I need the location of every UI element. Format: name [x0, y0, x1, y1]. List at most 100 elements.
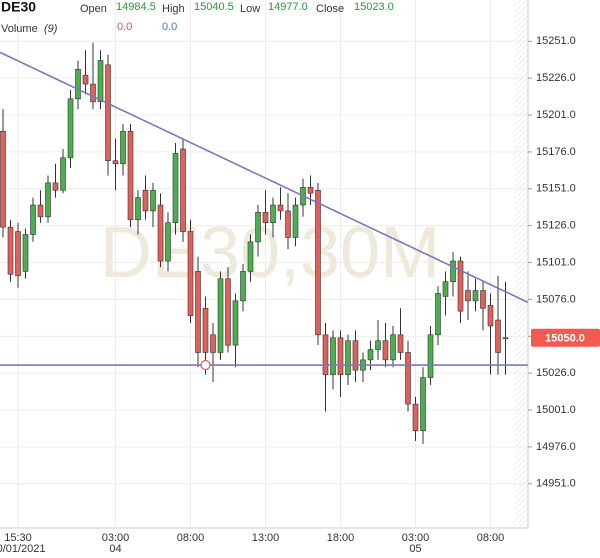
candle-body [345, 340, 351, 375]
x-date-label: 04 [109, 543, 121, 555]
y-tick-label: 15101.0 [536, 256, 576, 268]
volume-label: Volume [1, 23, 38, 35]
x-tick-label: 13:00 [252, 532, 280, 544]
candle-body [217, 278, 224, 353]
x-date-label: 05 [409, 543, 421, 555]
candle-body [67, 98, 74, 159]
volume-b: 0.0 [162, 21, 177, 33]
candle-body [390, 334, 396, 361]
candle-body [75, 69, 81, 100]
high-label: High [162, 3, 185, 15]
candle-body [405, 352, 411, 405]
candle-body [82, 74, 89, 85]
candle-body [247, 241, 254, 272]
y-tick-label: 15126.0 [536, 220, 576, 232]
candle-body [105, 64, 111, 162]
open-value: 14984.5 [116, 1, 156, 13]
candle-body [22, 234, 29, 272]
candle-body [120, 130, 126, 165]
candle-body [450, 260, 456, 282]
candle-body [412, 403, 419, 431]
last-price-tag [531, 328, 600, 347]
candle-body [157, 204, 164, 262]
candle-body [180, 148, 186, 232]
candle-body [292, 204, 299, 238]
x-tick-label: 08:00 [477, 532, 505, 544]
candle-body [225, 278, 231, 346]
y-tick-label: 15076.0 [536, 293, 576, 305]
y-tick-label: 14951.0 [536, 478, 576, 490]
x-tick-label: 15:30 [4, 532, 32, 544]
y-tick-label: 15176.0 [536, 146, 576, 158]
y-tick-label: 15001.0 [536, 404, 576, 416]
candle-body [37, 204, 44, 218]
candle-body [322, 334, 329, 375]
candle-body [487, 304, 494, 327]
symbol: DE30 [1, 0, 36, 15]
candle-body [285, 210, 291, 238]
candle-body [210, 334, 216, 353]
future-area [514, 0, 528, 528]
anchor-marker [200, 359, 211, 371]
x-tick-label: 18:00 [327, 532, 355, 544]
candle-body [45, 182, 51, 218]
candle-body [457, 260, 464, 312]
candle-body [52, 182, 59, 191]
volume-a: 0.0 [117, 21, 132, 33]
candle-body [127, 130, 134, 221]
y-tick-label: 15201.0 [536, 109, 576, 121]
candle-body [112, 160, 119, 165]
candle-body [420, 377, 426, 431]
x-tick-label: 03:00 [402, 532, 430, 544]
candle-body [375, 340, 381, 350]
candle-body [315, 189, 321, 336]
x-date-label: 10/01/2021 [0, 543, 46, 555]
candle-body [135, 197, 141, 221]
last-price-label: 15050.0 [545, 333, 585, 345]
candle-body [7, 226, 14, 275]
candle-body [195, 271, 201, 353]
candle-body [187, 231, 194, 316]
candle-body [165, 222, 171, 262]
candle-body [240, 271, 246, 302]
volume-period: (9) [44, 23, 58, 35]
y-tick-label: 14976.0 [536, 441, 576, 453]
candle-body [97, 60, 104, 103]
candle-body [382, 340, 389, 361]
candle-body [330, 337, 336, 375]
candle-body [337, 337, 344, 375]
candle-body [202, 307, 209, 353]
open-label: Open [80, 3, 107, 15]
candle-body [0, 130, 6, 228]
candle-body [480, 290, 486, 309]
candle-body [172, 153, 179, 224]
candle-body [277, 204, 284, 212]
header: DE30 Open 14984.5 High 15040.5 Low 14977… [1, 0, 394, 35]
candle-body [262, 212, 269, 224]
close-label: Close [316, 3, 344, 15]
candle-body [397, 334, 404, 353]
candle-body [352, 340, 359, 371]
watermark: DE30,30M [100, 213, 440, 293]
candle-body [150, 189, 156, 212]
candle-body [270, 204, 276, 224]
low-value: 14977.0 [268, 1, 308, 13]
candle-body [502, 337, 509, 340]
candle-body [142, 189, 149, 212]
candle-body [367, 349, 374, 361]
candle-body [442, 281, 449, 297]
candle-body [60, 157, 66, 191]
candle-body [495, 319, 501, 353]
high-value: 15040.5 [194, 1, 234, 13]
y-tick-label: 15151.0 [536, 183, 576, 195]
candle-body [255, 212, 261, 243]
low-label: Low [240, 3, 260, 15]
candle-body [30, 204, 36, 235]
candle-body [307, 187, 314, 194]
x-tick-label: 03:00 [102, 532, 130, 544]
x-tick-label: 08:00 [177, 532, 205, 544]
candle-body [435, 293, 441, 336]
y-tick-label: 15226.0 [536, 72, 576, 84]
candle-body [427, 334, 434, 378]
